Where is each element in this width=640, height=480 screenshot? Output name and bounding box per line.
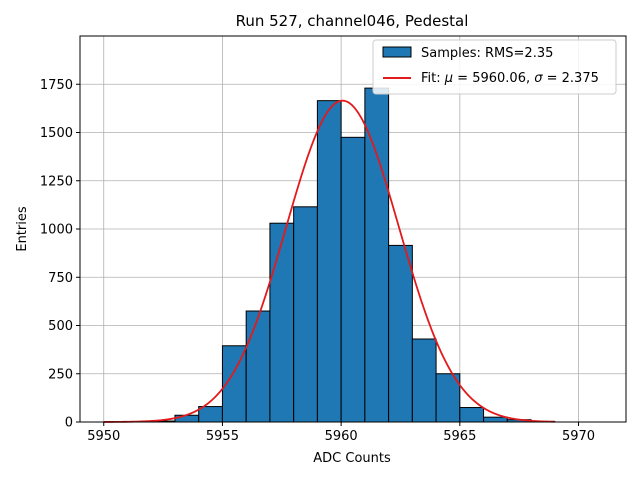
x-tick-label: 5960 [325,429,358,444]
x-axis-label: ADC Counts [313,451,391,466]
x-tick-label: 5955 [206,429,239,444]
y-tick-label: 0 [65,416,73,431]
y-tick-label: 1500 [40,126,73,141]
x-tick-label: 5950 [87,429,120,444]
legend-label-fit: Fit: μ = 5960.06, σ = 2.375 [421,71,599,86]
y-tick-label: 1750 [40,78,73,93]
histogram-bars [150,87,556,423]
legend-box [372,39,617,95]
y-tick-label: 250 [48,367,73,382]
histogram-bar [198,406,223,423]
fit-curve [103,99,555,423]
histogram-bar [269,222,295,423]
histogram-bar [364,87,390,423]
y-tick-label: 1250 [40,174,73,189]
y-tick-label: 1000 [40,223,73,238]
fit-curve-group [103,99,555,423]
histogram-bar [388,244,413,423]
legend-swatch-samples [382,46,412,58]
y-tick-label: 500 [48,319,73,334]
histogram-bar [174,414,200,423]
y-axis-ticks: 0 250 500 750 1000 1250 1500 1750 [40,78,80,431]
histogram-bar [316,100,342,423]
x-tick-label: 5970 [562,429,595,444]
y-axis-label: Entries [15,206,30,252]
chart-title: Run 527, channel046, Pedestal [236,12,469,30]
legend-label-samples: Samples: RMS=2.35 [421,46,553,61]
legend: Samples: RMS=2.35 Fit: μ = 5960.06, σ = … [372,39,617,95]
y-tick-label: 750 [48,271,73,286]
histogram-bar [245,310,271,423]
x-axis-ticks: 5950 5955 5960 5965 5970 [87,422,595,444]
histogram-bar [340,136,366,423]
x-tick-label: 5965 [443,429,476,444]
histogram-bar [483,416,508,423]
histogram-bar [411,338,437,423]
histogram-bar [293,206,318,423]
histogram-bar [459,407,485,423]
